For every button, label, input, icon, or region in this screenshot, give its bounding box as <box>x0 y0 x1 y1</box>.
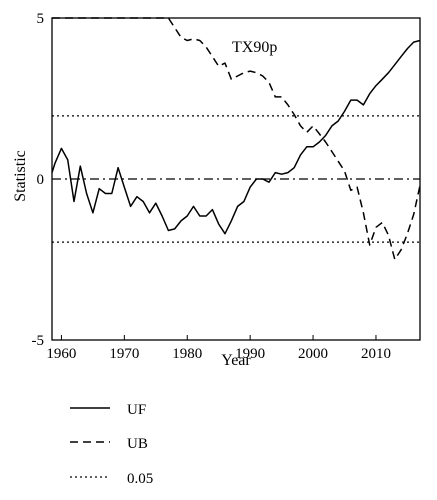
x-tick-label: 1990 <box>235 346 265 362</box>
y-tick-label: -5 <box>32 333 45 349</box>
y-axis-ticks: 5 0 -5 <box>32 11 57 349</box>
legend-label-significance: 0.05 <box>127 471 153 487</box>
legend-item-significance: 0.05 <box>70 471 153 487</box>
x-axis-label: Year <box>221 352 251 369</box>
x-axis-ticks: 1960 1970 1980 1990 2000 2010 <box>46 335 391 362</box>
annotation-label: TX90p <box>232 39 277 56</box>
legend: UF UB 0.05 <box>70 402 153 487</box>
legend-label-ub: UB <box>127 436 148 452</box>
x-tick-label: 2010 <box>361 346 391 362</box>
legend-label-uf: UF <box>127 402 146 418</box>
y-tick-label: 5 <box>37 11 45 27</box>
x-tick-label: 1970 <box>109 346 139 362</box>
series-line-ub <box>52 17 421 261</box>
series-line-uf <box>51 39 421 235</box>
y-tick-label: 0 <box>37 172 45 188</box>
y-axis-label: Statistic <box>12 150 29 202</box>
series-layer <box>51 17 421 261</box>
reference-lines <box>52 115 420 243</box>
legend-item-uf: UF <box>70 402 146 418</box>
x-tick-label: 2000 <box>298 346 328 362</box>
x-tick-label: 1960 <box>46 346 76 362</box>
x-tick-label: 1980 <box>172 346 202 362</box>
legend-item-ub: UB <box>70 436 148 452</box>
